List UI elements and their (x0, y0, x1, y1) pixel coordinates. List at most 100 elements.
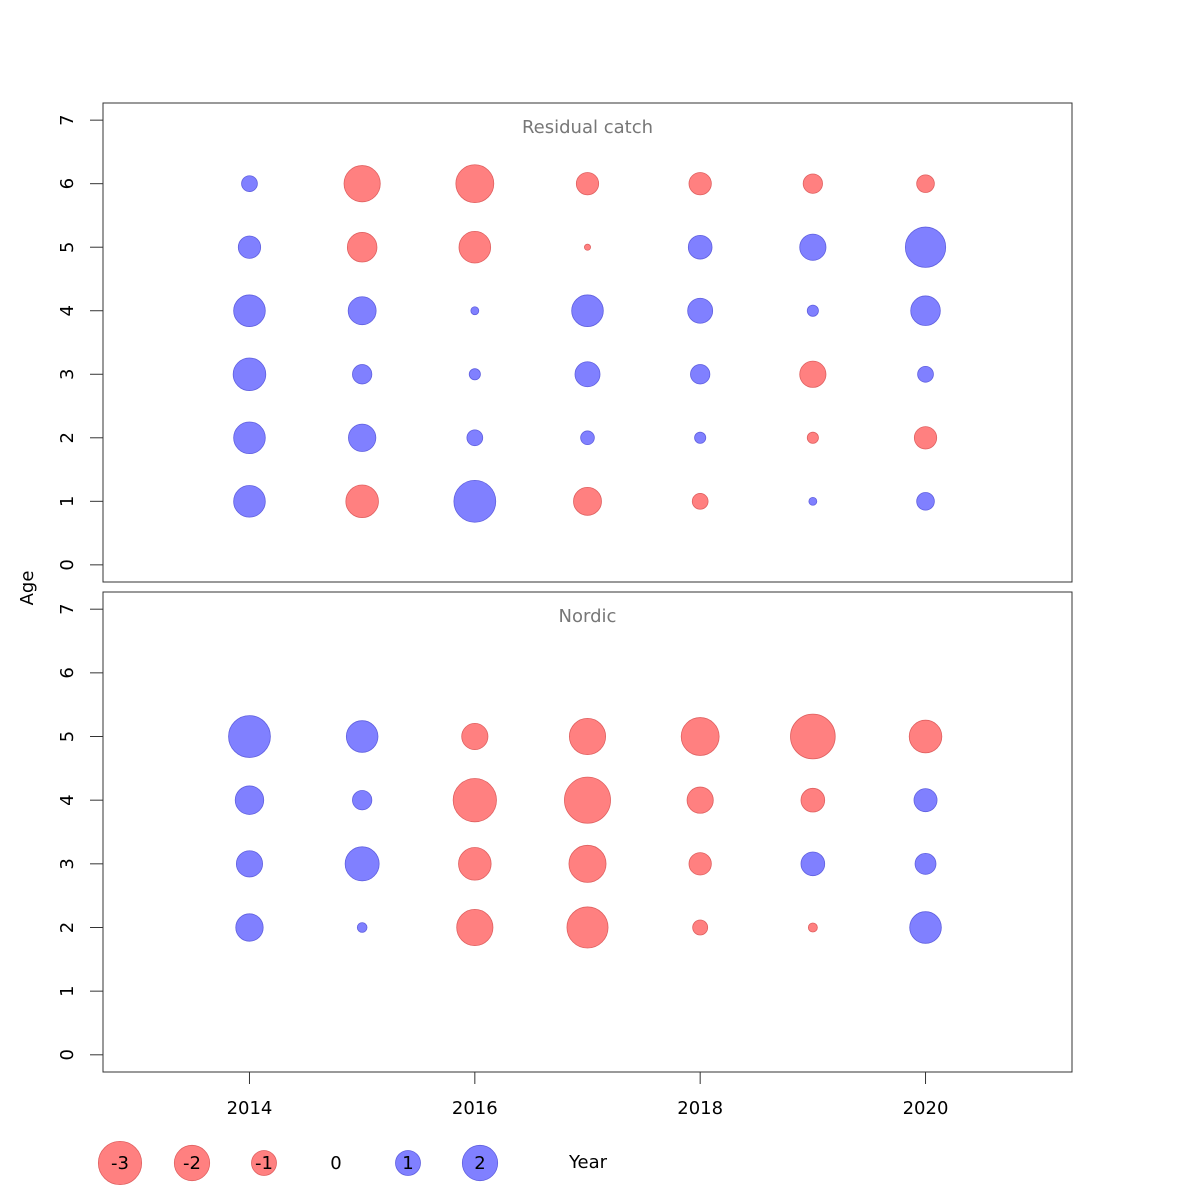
bubble (910, 295, 941, 326)
bubble (916, 174, 935, 193)
bubble (452, 778, 497, 823)
plot-frame (102, 591, 1073, 1073)
bubble (573, 486, 602, 516)
bubble (913, 788, 938, 813)
bubble (688, 852, 712, 876)
bubble (461, 722, 489, 751)
bubble (348, 423, 377, 452)
bubble (806, 431, 819, 444)
bubble (694, 431, 707, 444)
legend-label: -3 (111, 1153, 129, 1174)
legend-bubble (461, 1144, 499, 1182)
bubble (228, 715, 271, 758)
bubble (456, 908, 494, 947)
bubble (566, 906, 609, 949)
bubble (799, 233, 827, 261)
y-tick-label: 1 (57, 496, 78, 507)
bubble (346, 232, 378, 263)
bubble (234, 785, 265, 815)
bubble (913, 426, 938, 450)
bubble (352, 790, 373, 811)
bubble (909, 911, 942, 944)
x-tick-label: 2018 (677, 1098, 723, 1119)
y-tick-label: 0 (57, 1049, 78, 1060)
legend-bubble (251, 1150, 277, 1176)
x-axis-label: Year (568, 1152, 608, 1173)
bubble (233, 294, 266, 327)
bubble (580, 430, 595, 446)
bubble (687, 234, 713, 260)
y-tick-label: 5 (57, 731, 78, 742)
bubble (466, 429, 484, 447)
y-tick-label: 3 (57, 858, 78, 869)
bubble (800, 851, 826, 877)
bubble (908, 719, 943, 754)
legend-bubble (173, 1144, 211, 1182)
plot-frame (102, 102, 1073, 583)
bubble (571, 294, 604, 327)
y-tick-label: 4 (57, 305, 78, 316)
x-tick-label: 2014 (227, 1098, 273, 1119)
bubble (564, 776, 611, 824)
bubble (458, 847, 492, 881)
bubble (232, 357, 267, 391)
bubble (233, 485, 266, 518)
y-tick-label: 0 (57, 559, 78, 570)
bubble (680, 717, 720, 756)
bubble (235, 913, 264, 942)
bubble (344, 846, 380, 882)
legend-label: -2 (183, 1153, 201, 1174)
y-tick-label: 7 (57, 114, 78, 125)
bubble (687, 297, 714, 324)
y-tick-label: 4 (57, 794, 78, 805)
bubble (574, 361, 601, 388)
bubble (584, 243, 591, 251)
legend-label: 2 (474, 1153, 485, 1174)
bubble (237, 235, 262, 259)
bubble (347, 296, 377, 326)
bubble (352, 364, 373, 385)
bubble (235, 850, 263, 878)
bubble (356, 922, 368, 933)
y-tick-label: 1 (57, 985, 78, 996)
panel-title: Nordic (559, 606, 617, 627)
y-tick-label: 2 (57, 432, 78, 443)
bubble (692, 919, 709, 936)
bubble (691, 493, 709, 510)
bubble (802, 173, 823, 194)
bubble (690, 364, 711, 385)
y-axis-label: Age (17, 571, 38, 606)
bubble (904, 226, 947, 268)
legend-bubble (395, 1150, 421, 1176)
bubble (453, 480, 497, 523)
y-tick-label: 2 (57, 922, 78, 933)
bubble (916, 492, 935, 511)
x-tick-label: 2016 (452, 1098, 498, 1119)
x-tick-label: 2020 (903, 1098, 949, 1119)
bubble (807, 922, 818, 933)
bubble (343, 165, 381, 203)
y-tick-label: 5 (57, 241, 78, 252)
bubble (686, 786, 714, 814)
legend-label: 1 (402, 1153, 413, 1174)
legend-bubble (97, 1140, 143, 1186)
bubble (917, 365, 934, 383)
bubble (575, 172, 600, 196)
bubble (470, 306, 480, 316)
y-tick-label: 6 (57, 178, 78, 189)
y-tick-label: 7 (57, 603, 78, 614)
bubble (455, 164, 495, 204)
bubble (790, 713, 836, 760)
bubble (688, 172, 712, 196)
bubble (800, 787, 826, 813)
bubble (806, 304, 819, 317)
bubble (914, 852, 937, 875)
legend-label: -1 (255, 1153, 273, 1174)
bubble (568, 844, 607, 883)
bubble (458, 230, 492, 264)
bubble (468, 368, 481, 381)
y-tick-label: 6 (57, 667, 78, 678)
bubble (799, 360, 827, 388)
panel-title: Residual catch (522, 117, 653, 138)
